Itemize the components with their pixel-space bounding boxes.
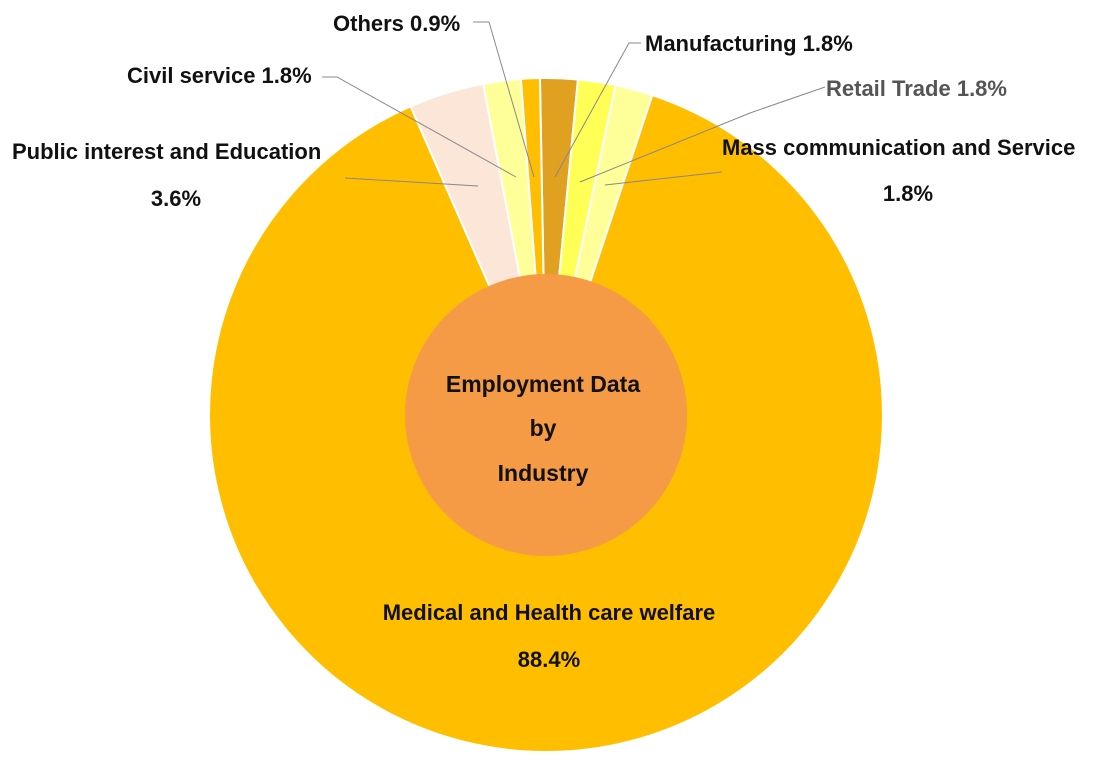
- leader-line-public: [344, 177, 479, 187]
- label-public-interest: Public interest and Education: [12, 139, 321, 164]
- leader-line-others: [473, 21, 535, 178]
- center-title-line-2: by: [530, 415, 557, 441]
- label-medical-percent: 88.4%: [518, 647, 580, 672]
- center-title-line-3: Industry: [498, 460, 589, 486]
- leader-line-manufacturing: [554, 42, 641, 178]
- leader-line-civil: [322, 76, 517, 178]
- label-retail-trade: Retail Trade 1.8%: [826, 76, 1007, 101]
- leader-line-mass: [604, 171, 723, 186]
- leader-line-retail: [579, 86, 826, 183]
- label-manufacturing: Manufacturing 1.8%: [645, 31, 853, 56]
- label-mass-communication-percent: 1.8%: [883, 181, 933, 206]
- label-mass-communication: Mass communication and Service: [722, 135, 1075, 160]
- leader-lines: [322, 21, 826, 187]
- label-public-interest-percent: 3.6%: [151, 186, 201, 211]
- label-medical: Medical and Health care welfare: [383, 600, 716, 625]
- center-title-line-1: Employment Data: [446, 371, 640, 397]
- center-hole: [405, 274, 687, 556]
- label-civil-service: Civil service 1.8%: [127, 63, 312, 88]
- label-others: Others 0.9%: [333, 11, 460, 36]
